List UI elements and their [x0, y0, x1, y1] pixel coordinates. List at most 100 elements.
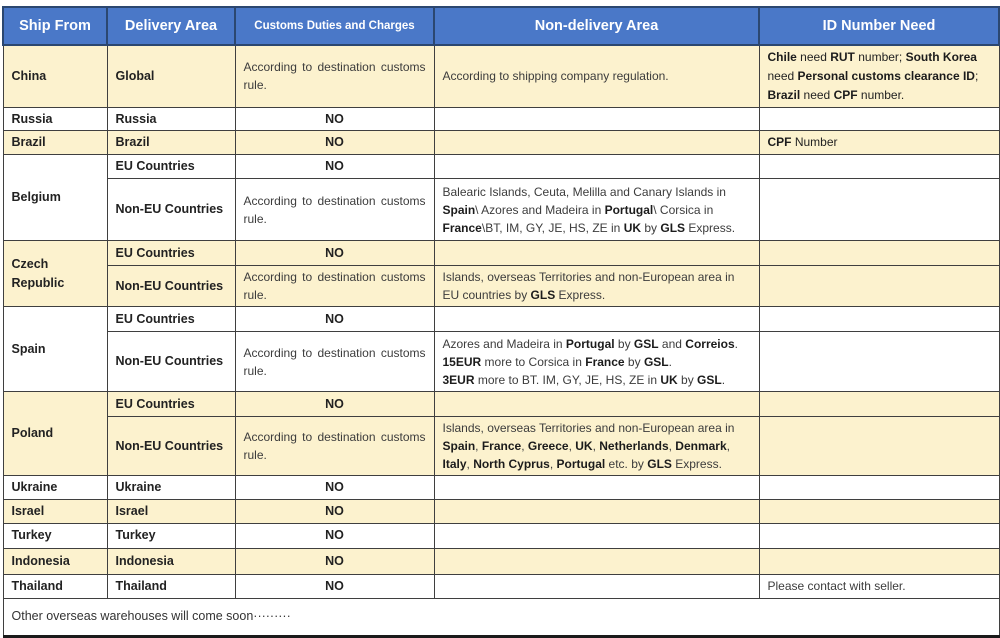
- cell-brazil-nondelivery: [433, 130, 760, 156]
- cell-israel-area: Israel: [106, 499, 236, 524]
- cell-poland-eu-nondelivery: [433, 391, 760, 418]
- row-ukraine: Ukraine Ukraine NO: [2, 475, 1000, 500]
- cell-china-customs: According to destination customs rule.: [234, 44, 435, 108]
- row-brazil: Brazil Brazil NO CPF Number: [2, 130, 1000, 156]
- cell-belgium-eu-id: [758, 154, 1000, 180]
- header-id-number-need: ID Number Need: [758, 6, 1000, 46]
- cell-spain-noneu-area: Non-EU Countries: [106, 331, 236, 393]
- cell-indonesia-id: [758, 547, 1000, 575]
- row-spain-noneu: Non-EU Countries According to destinatio…: [3, 331, 1000, 393]
- cell-spain-eu-id: [758, 306, 1000, 333]
- cell-czech-eu-nondelivery: [433, 240, 760, 267]
- cell-turkey-nondelivery: [433, 522, 760, 549]
- cell-ukraine-nondelivery: [433, 475, 760, 500]
- cell-spain-eu-customs: NO: [234, 306, 435, 333]
- footer-note: Other overseas warehouses will come soon…: [2, 597, 1000, 637]
- cell-indonesia-ship: Indonesia: [2, 547, 108, 575]
- cell-poland-noneu-area: Non-EU Countries: [106, 416, 236, 477]
- row-china: China Global According to destination cu…: [2, 44, 1000, 108]
- cell-thailand-customs: NO: [234, 573, 435, 599]
- row-indonesia: Indonesia Indonesia NO: [2, 547, 1000, 575]
- cell-russia-ship: Russia: [2, 106, 108, 132]
- cell-israel-nondelivery: [433, 499, 760, 524]
- shipping-table: Ship From Delivery Area Customs Duties a…: [2, 6, 1000, 638]
- row-russia: Russia Russia NO: [2, 106, 1000, 132]
- cell-china-nondelivery: According to shipping company regulation…: [433, 44, 760, 108]
- cell-russia-nondelivery: [433, 106, 760, 132]
- cell-poland-eu-area: EU Countries: [106, 391, 236, 418]
- cell-belgium-noneu-area: Non-EU Countries: [106, 178, 236, 242]
- cell-czech-noneu-customs: According to destination customs rule.: [234, 265, 435, 308]
- row-czech-eu: Czech Republic EU Countries NO: [2, 240, 1000, 308]
- row-turkey: Turkey Turkey NO: [2, 522, 1000, 549]
- cell-poland-noneu-nondelivery: Islands, overseas Territories and non-Eu…: [433, 416, 760, 477]
- cell-turkey-customs: NO: [234, 522, 435, 549]
- cell-belgium-noneu-customs: According to destination customs rule.: [234, 178, 435, 242]
- header-non-delivery-area: Non-delivery Area: [433, 6, 760, 46]
- cell-israel-id: [758, 499, 1000, 524]
- cell-czech-eu-customs: NO: [234, 240, 435, 267]
- cell-indonesia-area: Indonesia: [106, 547, 236, 575]
- cell-belgium-eu-nondelivery: [433, 154, 760, 180]
- cell-israel-ship: Israel: [2, 499, 108, 524]
- cell-czech-noneu-area: Non-EU Countries: [106, 265, 236, 308]
- cell-spain-eu-nondelivery: [433, 306, 760, 333]
- cell-china-ship: China: [2, 44, 108, 108]
- cell-spain-ship: Spain: [2, 306, 108, 393]
- cell-poland-ship: Poland: [2, 391, 108, 477]
- cell-czech-ship: Czech Republic: [2, 240, 108, 308]
- cell-turkey-area: Turkey: [106, 522, 236, 549]
- cell-brazil-ship: Brazil: [2, 130, 108, 156]
- cell-spain-noneu-customs: According to destination customs rule.: [234, 331, 435, 393]
- cell-poland-noneu-id: [758, 416, 1000, 477]
- header-ship-from: Ship From: [2, 6, 108, 46]
- cell-indonesia-customs: NO: [234, 547, 435, 575]
- cell-turkey-id: [758, 522, 1000, 549]
- cell-thailand-area: Thailand: [106, 573, 236, 599]
- cell-israel-customs: NO: [234, 499, 435, 524]
- cell-brazil-customs: NO: [234, 130, 435, 156]
- cell-poland-noneu-customs: According to destination customs rule.: [234, 416, 435, 477]
- row-czech-noneu: Non-EU Countries According to destinatio…: [3, 265, 1000, 308]
- cell-belgium-noneu-nondelivery: Balearic Islands, Ceuta, Melilla and Can…: [433, 178, 760, 242]
- cell-spain-eu-area: EU Countries: [106, 306, 236, 333]
- cell-china-id: Chile need RUT number; South Korea need …: [758, 44, 1000, 108]
- cell-czech-eu-id: [758, 240, 1000, 267]
- cell-thailand-id: Please contact with seller.: [758, 573, 1000, 599]
- cell-poland-eu-customs: NO: [234, 391, 435, 418]
- row-footer-note: Other overseas warehouses will come soon…: [2, 597, 1000, 637]
- row-belgium-eu: Belgium EU Countries NO: [2, 154, 1000, 242]
- cell-china-area: Global: [106, 44, 236, 108]
- cell-belgium-ship: Belgium: [2, 154, 108, 242]
- row-belgium-noneu: Non-EU Countries According to destinatio…: [3, 178, 1000, 242]
- cell-spain-noneu-id: [758, 331, 1000, 393]
- cell-belgium-noneu-id: [758, 178, 1000, 242]
- header-customs-duties: Customs Duties and Charges: [234, 6, 435, 46]
- cell-brazil-id: CPF Number: [758, 130, 1000, 156]
- row-spain-eu: Spain EU Countries NO: [2, 306, 1000, 393]
- cell-belgium-eu-area: EU Countries: [106, 154, 236, 180]
- row-thailand: Thailand Thailand NO Please contact with…: [2, 573, 1000, 599]
- cell-czech-eu-area: EU Countries: [106, 240, 236, 267]
- row-israel: Israel Israel NO: [2, 499, 1000, 524]
- cell-spain-noneu-nondelivery: Azores and Madeira in Portugal by GSL an…: [433, 331, 760, 393]
- header-delivery-area: Delivery Area: [106, 6, 236, 46]
- cell-ukraine-area: Ukraine: [106, 475, 236, 500]
- row-poland-noneu: Non-EU Countries According to destinatio…: [3, 416, 1000, 477]
- cell-ukraine-customs: NO: [234, 475, 435, 500]
- cell-poland-eu-id: [758, 391, 1000, 418]
- cell-ukraine-ship: Ukraine: [2, 475, 108, 500]
- cell-indonesia-nondelivery: [433, 547, 760, 575]
- cell-belgium-eu-customs: NO: [234, 154, 435, 180]
- cell-ukraine-id: [758, 475, 1000, 500]
- cell-czech-noneu-id: [758, 265, 1000, 308]
- cell-russia-id: [758, 106, 1000, 132]
- cell-thailand-ship: Thailand: [2, 573, 108, 599]
- cell-turkey-ship: Turkey: [2, 522, 108, 549]
- cell-russia-area: Russia: [106, 106, 236, 132]
- header-row: Ship From Delivery Area Customs Duties a…: [2, 6, 1000, 46]
- cell-czech-noneu-nondelivery: Islands, overseas Territories and non-Eu…: [433, 265, 760, 308]
- cell-brazil-area: Brazil: [106, 130, 236, 156]
- cell-thailand-nondelivery: [433, 573, 760, 599]
